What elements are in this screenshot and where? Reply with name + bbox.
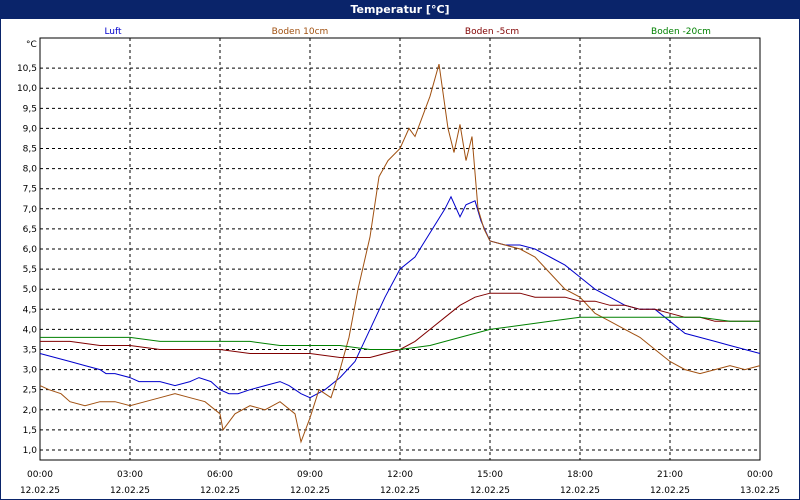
x-tick-time: 00:00 bbox=[27, 470, 53, 480]
series-lines bbox=[39, 63, 761, 444]
y-tick-label: 5,5 bbox=[23, 265, 37, 275]
y-tick-label: 5,0 bbox=[23, 285, 38, 295]
legend-entry: Boden -5cm bbox=[465, 27, 519, 37]
series-line bbox=[40, 316, 760, 350]
y-axis-ticks: 1,0 1,5 2,0 2,5 3,0 3,5 4,0 4,5 5,0 5,5 6,0 6,5 7,0 7… bbox=[17, 64, 37, 456]
x-tick-date: 12.02.25 bbox=[200, 486, 240, 496]
y-tick-label: 6,0 bbox=[23, 245, 38, 255]
series-line bbox=[39, 63, 761, 444]
x-axis-ticks: 00:00 12.02.25 03:00 12.02.25 06:00 12.02.25 0… bbox=[20, 470, 780, 496]
x-tick-time: 21:00 bbox=[657, 470, 683, 480]
y-tick-label: 4,0 bbox=[23, 325, 38, 335]
y-tick-label: 9,5 bbox=[23, 104, 37, 114]
plot-area bbox=[39, 37, 761, 461]
y-tick-label: 8,5 bbox=[23, 145, 37, 155]
x-tick-time: 00:00 bbox=[747, 470, 773, 480]
series-line bbox=[39, 195, 761, 399]
x-tick-time: 15:00 bbox=[477, 470, 503, 480]
y-axis-unit: °C bbox=[26, 40, 37, 50]
y-tick-label: 10,5 bbox=[17, 64, 37, 74]
x-tick-date: 12.02.25 bbox=[20, 486, 60, 496]
legend: Luft Boden 10cm Boden -5cm Boden -20cm bbox=[104, 27, 711, 37]
x-tick-date: 13.02.25 bbox=[740, 486, 780, 496]
x-tick-time: 09:00 bbox=[297, 470, 323, 480]
x-tick-date: 12.02.25 bbox=[470, 486, 510, 496]
x-tick-date: 12.02.25 bbox=[650, 486, 690, 496]
series-line bbox=[40, 292, 760, 358]
y-tick-label: 3,5 bbox=[23, 345, 37, 355]
y-tick-label: 3,0 bbox=[23, 366, 38, 376]
x-tick-date: 12.02.25 bbox=[560, 486, 600, 496]
y-tick-label: 2,0 bbox=[23, 406, 38, 416]
x-tick-time: 06:00 bbox=[207, 470, 233, 480]
y-tick-label: 7,5 bbox=[23, 185, 37, 195]
legend-entry: Boden -20cm bbox=[651, 27, 711, 37]
y-tick-label: 8,0 bbox=[23, 165, 38, 175]
y-tick-label: 2,5 bbox=[23, 386, 37, 396]
y-tick-label: 6,5 bbox=[23, 225, 37, 235]
y-tick-label: 10,0 bbox=[17, 84, 37, 94]
legend-entry: Boden 10cm bbox=[272, 27, 329, 37]
x-tick-time: 12:00 bbox=[387, 470, 413, 480]
chart-title: Temperatur [°C] bbox=[1, 1, 799, 19]
x-tick-date: 12.02.25 bbox=[110, 486, 150, 496]
y-tick-label: 1,0 bbox=[23, 446, 38, 456]
grid-lines bbox=[40, 38, 760, 460]
y-tick-label: 1,5 bbox=[23, 426, 37, 436]
x-tick-date: 12.02.25 bbox=[290, 486, 330, 496]
x-tick-time: 18:00 bbox=[567, 470, 593, 480]
y-tick-label: 7,0 bbox=[23, 205, 38, 215]
x-tick-date: 12.02.25 bbox=[380, 486, 420, 496]
y-tick-label: 4,5 bbox=[23, 305, 37, 315]
x-tick-time: 03:00 bbox=[117, 470, 143, 480]
y-tick-label: 9,0 bbox=[23, 124, 38, 134]
legend-entry: Luft bbox=[104, 27, 122, 37]
